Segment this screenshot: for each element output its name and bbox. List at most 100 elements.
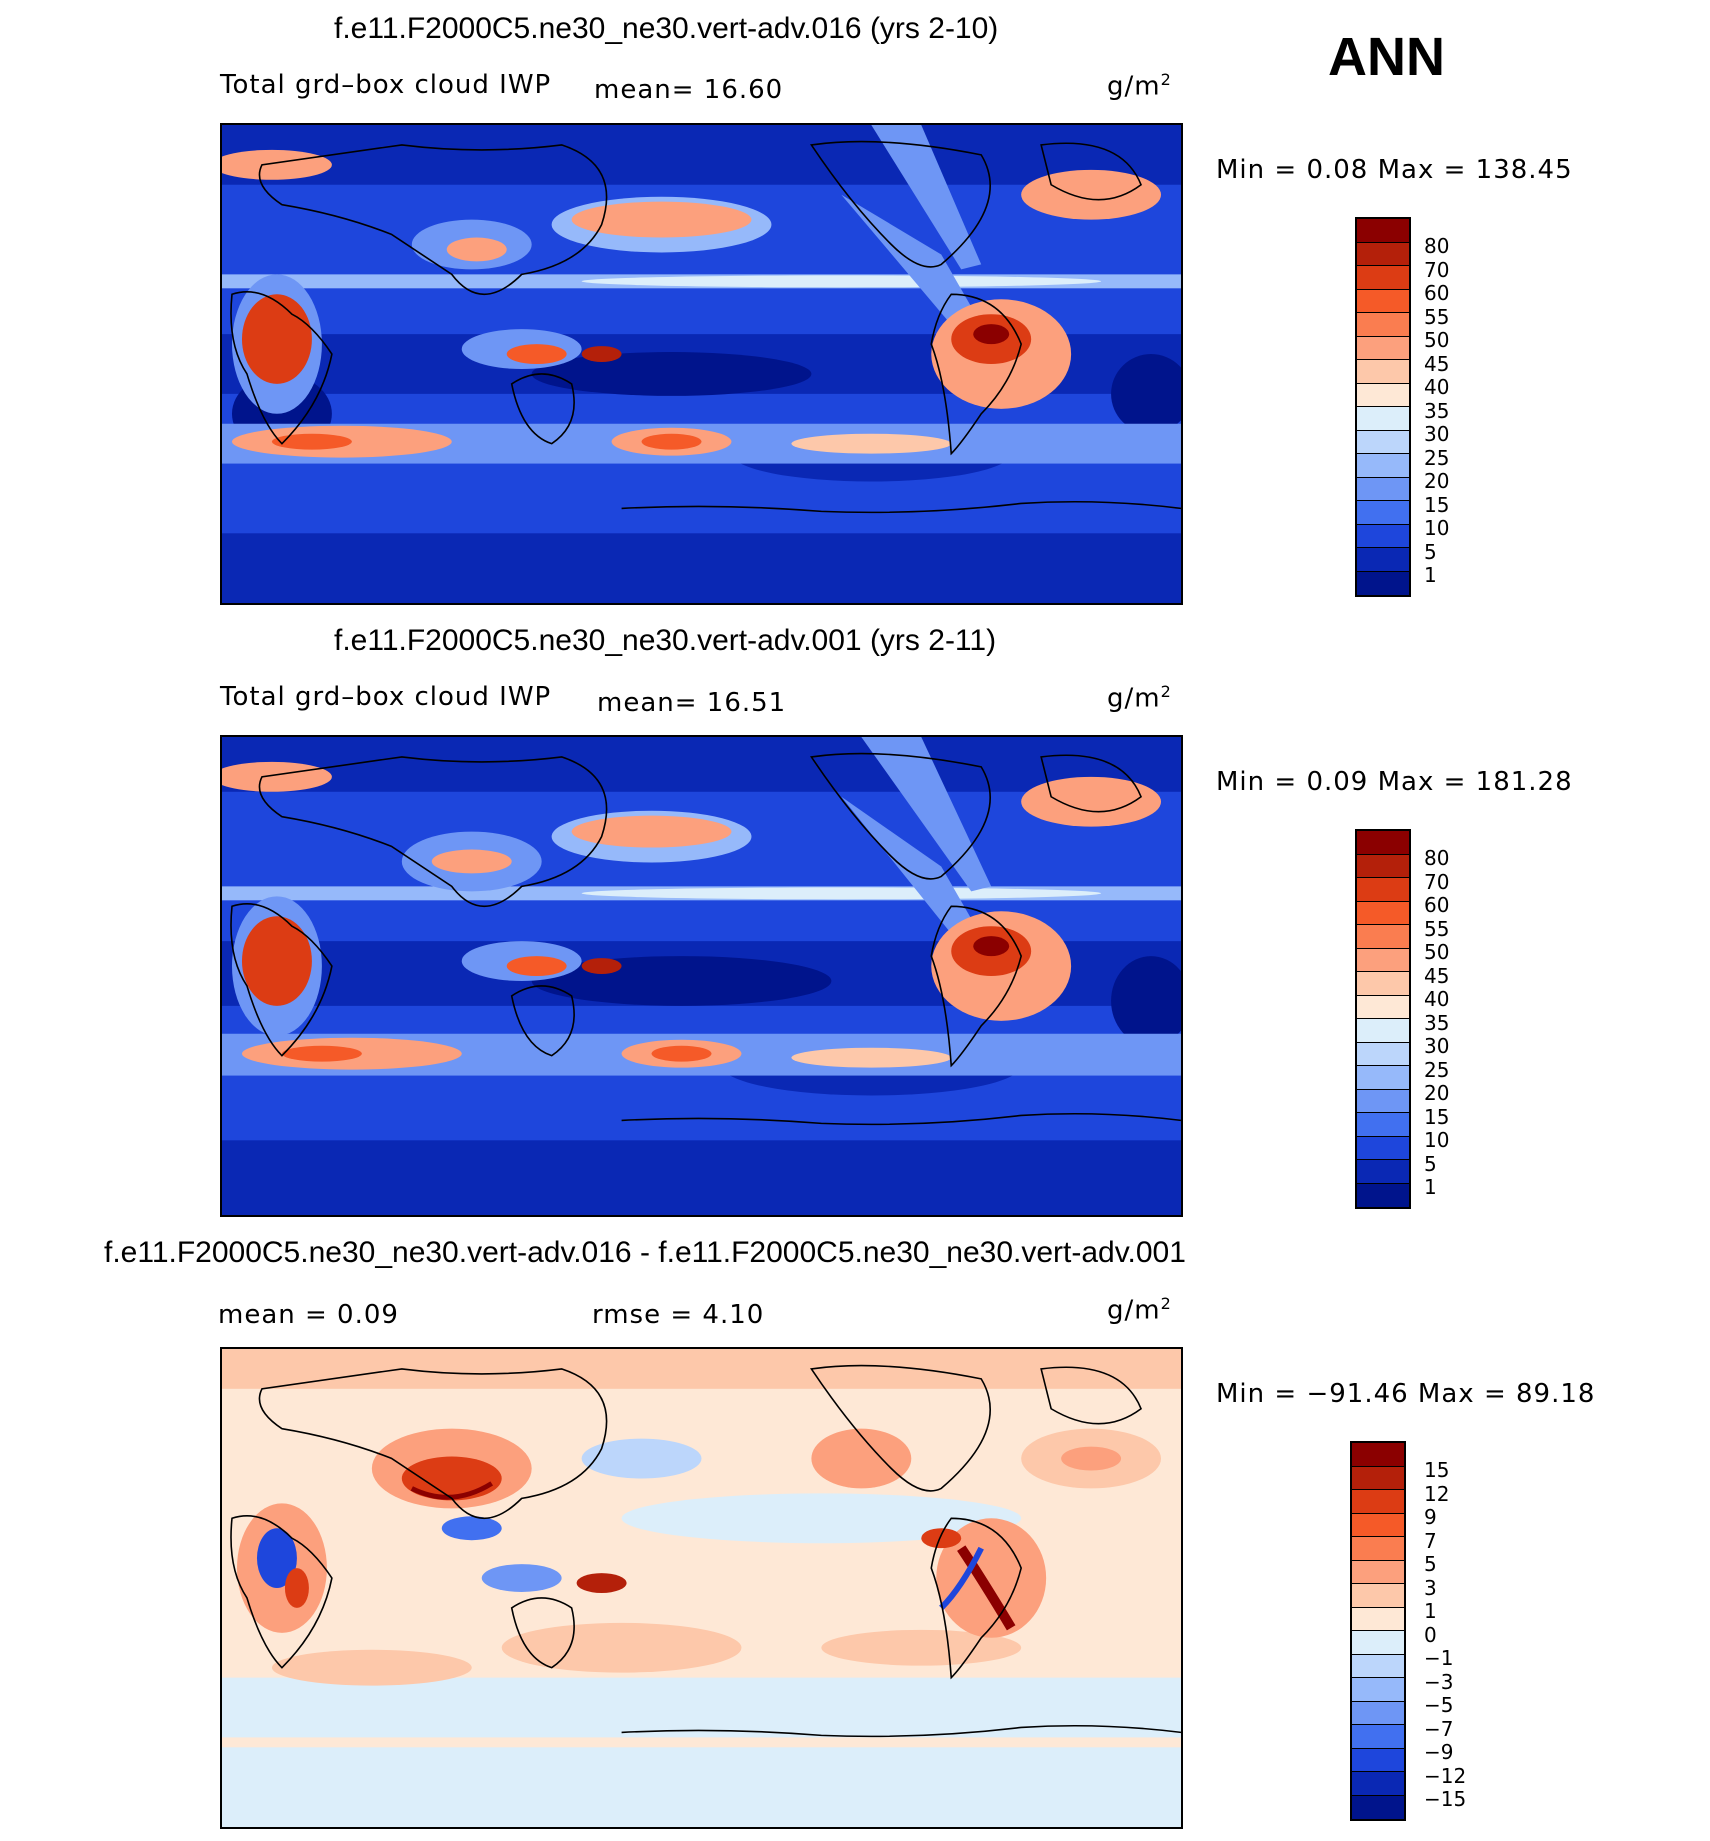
colorbar-tick-label: −3 bbox=[1424, 1669, 1454, 1694]
colorbar-tick-label: 40 bbox=[1424, 375, 1450, 399]
colorbar-segment bbox=[1352, 1725, 1404, 1749]
colorbar-tick-label: 35 bbox=[1424, 398, 1450, 423]
colorbar-tick-label: 15 bbox=[1424, 1104, 1450, 1129]
colorbar-tick-label: 80 bbox=[1424, 234, 1450, 258]
colorbar-segment bbox=[1357, 383, 1409, 407]
colorbar-tick-label: −7 bbox=[1424, 1716, 1454, 1741]
colorbar-tick-label: 50 bbox=[1424, 940, 1450, 964]
colorbar-segment bbox=[1357, 854, 1409, 878]
colorbar-segment bbox=[1357, 219, 1409, 243]
colorbar-segment bbox=[1352, 1701, 1404, 1725]
panel3-title: f.e11.F2000C5.ne30_ne30.vert-adv.016 - f… bbox=[104, 1236, 1186, 1269]
panel2-colorbar bbox=[1355, 829, 1411, 1209]
panel1-colorbar bbox=[1355, 217, 1411, 597]
colorbar-tick-label: 70 bbox=[1424, 257, 1450, 282]
colorbar-segment bbox=[1357, 336, 1409, 360]
panel3-units: g/m2 bbox=[1107, 1294, 1172, 1326]
panel1-title: f.e11.F2000C5.ne30_ne30.vert-adv.016 (yr… bbox=[334, 12, 999, 45]
colorbar-tick-label: 25 bbox=[1424, 1057, 1450, 1082]
colorbar-tick-label: 55 bbox=[1424, 916, 1450, 941]
colorbar-tick-label: 20 bbox=[1424, 1081, 1450, 1105]
panel2-mean: mean= 16.51 bbox=[597, 688, 787, 718]
colorbar-segment bbox=[1357, 1113, 1409, 1137]
colorbar-tick-label: 25 bbox=[1424, 445, 1450, 470]
colorbar-segment bbox=[1357, 360, 1409, 384]
colorbar-segment bbox=[1357, 1136, 1409, 1160]
colorbar-segment bbox=[1352, 1795, 1404, 1819]
panel2-units: g/m2 bbox=[1107, 682, 1172, 714]
colorbar-tick-label: 60 bbox=[1424, 281, 1450, 305]
colorbar-segment bbox=[1357, 524, 1409, 548]
colorbar-tick-label: 35 bbox=[1424, 1010, 1450, 1035]
colorbar-segment bbox=[1357, 313, 1409, 337]
colorbar-segment bbox=[1357, 430, 1409, 454]
colorbar-tick-label: 20 bbox=[1424, 469, 1450, 493]
colorbar-tick-label: 80 bbox=[1424, 846, 1450, 870]
colorbar-tick-label: 60 bbox=[1424, 893, 1450, 917]
colorbar-tick-label: 5 bbox=[1424, 1151, 1437, 1176]
panel2-title: f.e11.F2000C5.ne30_ne30.vert-adv.001 (yr… bbox=[334, 624, 997, 657]
colorbar-segment bbox=[1357, 972, 1409, 996]
colorbar-segment bbox=[1357, 995, 1409, 1019]
colorbar-tick-label: 1 bbox=[1424, 1175, 1437, 1199]
colorbar-segment bbox=[1357, 1183, 1409, 1207]
colorbar-tick-label: 5 bbox=[1424, 539, 1437, 564]
colorbar-segment bbox=[1352, 1772, 1404, 1796]
colorbar-tick-label: 55 bbox=[1424, 304, 1450, 329]
colorbar-segment bbox=[1357, 454, 1409, 478]
colorbar-segment bbox=[1357, 477, 1409, 501]
panel1-map bbox=[220, 123, 1183, 605]
colorbar-segment bbox=[1357, 1160, 1409, 1184]
colorbar-segment bbox=[1357, 242, 1409, 266]
colorbar-segment bbox=[1352, 1748, 1404, 1772]
colorbar-segment bbox=[1352, 1607, 1404, 1631]
colorbar-segment bbox=[1357, 878, 1409, 902]
colorbar-tick-label: 45 bbox=[1424, 963, 1450, 988]
panel3-rmse: rmse = 4.10 bbox=[592, 1300, 765, 1330]
colorbar-segment bbox=[1357, 1066, 1409, 1090]
colorbar-segment bbox=[1357, 1019, 1409, 1043]
colorbar-segment bbox=[1357, 501, 1409, 525]
colorbar-tick-label: 1 bbox=[1424, 563, 1437, 587]
colorbar-segment bbox=[1357, 548, 1409, 572]
colorbar-segment bbox=[1352, 1466, 1404, 1490]
colorbar-segment bbox=[1352, 1560, 1404, 1584]
colorbar-tick-label: 40 bbox=[1424, 987, 1450, 1011]
colorbar-tick-label: 12 bbox=[1424, 1481, 1450, 1506]
colorbar-segment bbox=[1352, 1490, 1404, 1514]
colorbar-segment bbox=[1357, 289, 1409, 313]
panel1-minmax: Min = 0.08 Max = 138.45 bbox=[1216, 155, 1573, 185]
colorbar-segment bbox=[1352, 1537, 1404, 1561]
colorbar-tick-label: 30 bbox=[1424, 1034, 1450, 1058]
colorbar-tick-label: 10 bbox=[1424, 1128, 1450, 1152]
colorbar-tick-label: −9 bbox=[1424, 1740, 1454, 1764]
panel2-variable: Total grd–box cloud IWP bbox=[220, 682, 552, 712]
colorbar-tick-label: 0 bbox=[1424, 1622, 1437, 1647]
colorbar-segment bbox=[1352, 1654, 1404, 1678]
colorbar-segment bbox=[1357, 571, 1409, 595]
colorbar-tick-label: −5 bbox=[1424, 1693, 1454, 1717]
colorbar-tick-label: −15 bbox=[1424, 1787, 1467, 1811]
colorbar-segment bbox=[1352, 1513, 1404, 1537]
panel1-mean: mean= 16.60 bbox=[594, 75, 784, 105]
colorbar-tick-label: 9 bbox=[1424, 1505, 1437, 1529]
colorbar-segment bbox=[1357, 1089, 1409, 1113]
panel3-mean: mean = 0.09 bbox=[218, 1300, 399, 1330]
colorbar-tick-label: 15 bbox=[1424, 492, 1450, 517]
panel3-map bbox=[220, 1347, 1183, 1829]
colorbar-tick-label: 15 bbox=[1424, 1458, 1450, 1482]
colorbar-segment bbox=[1357, 948, 1409, 972]
panel3-minmax: Min = −91.46 Max = 89.18 bbox=[1216, 1379, 1596, 1409]
colorbar-tick-label: −12 bbox=[1424, 1763, 1467, 1788]
colorbar-segment bbox=[1357, 831, 1409, 855]
panel3-colorbar bbox=[1350, 1441, 1406, 1821]
panel2-minmax: Min = 0.09 Max = 181.28 bbox=[1216, 767, 1573, 797]
colorbar-segment bbox=[1357, 925, 1409, 949]
colorbar-tick-label: 10 bbox=[1424, 516, 1450, 540]
colorbar-tick-label: −1 bbox=[1424, 1646, 1454, 1670]
colorbar-tick-label: 1 bbox=[1424, 1599, 1437, 1623]
colorbar-tick-label: 50 bbox=[1424, 328, 1450, 352]
colorbar-tick-label: 30 bbox=[1424, 422, 1450, 446]
season-label: ANN bbox=[1328, 27, 1445, 87]
colorbar-segment bbox=[1352, 1443, 1404, 1467]
